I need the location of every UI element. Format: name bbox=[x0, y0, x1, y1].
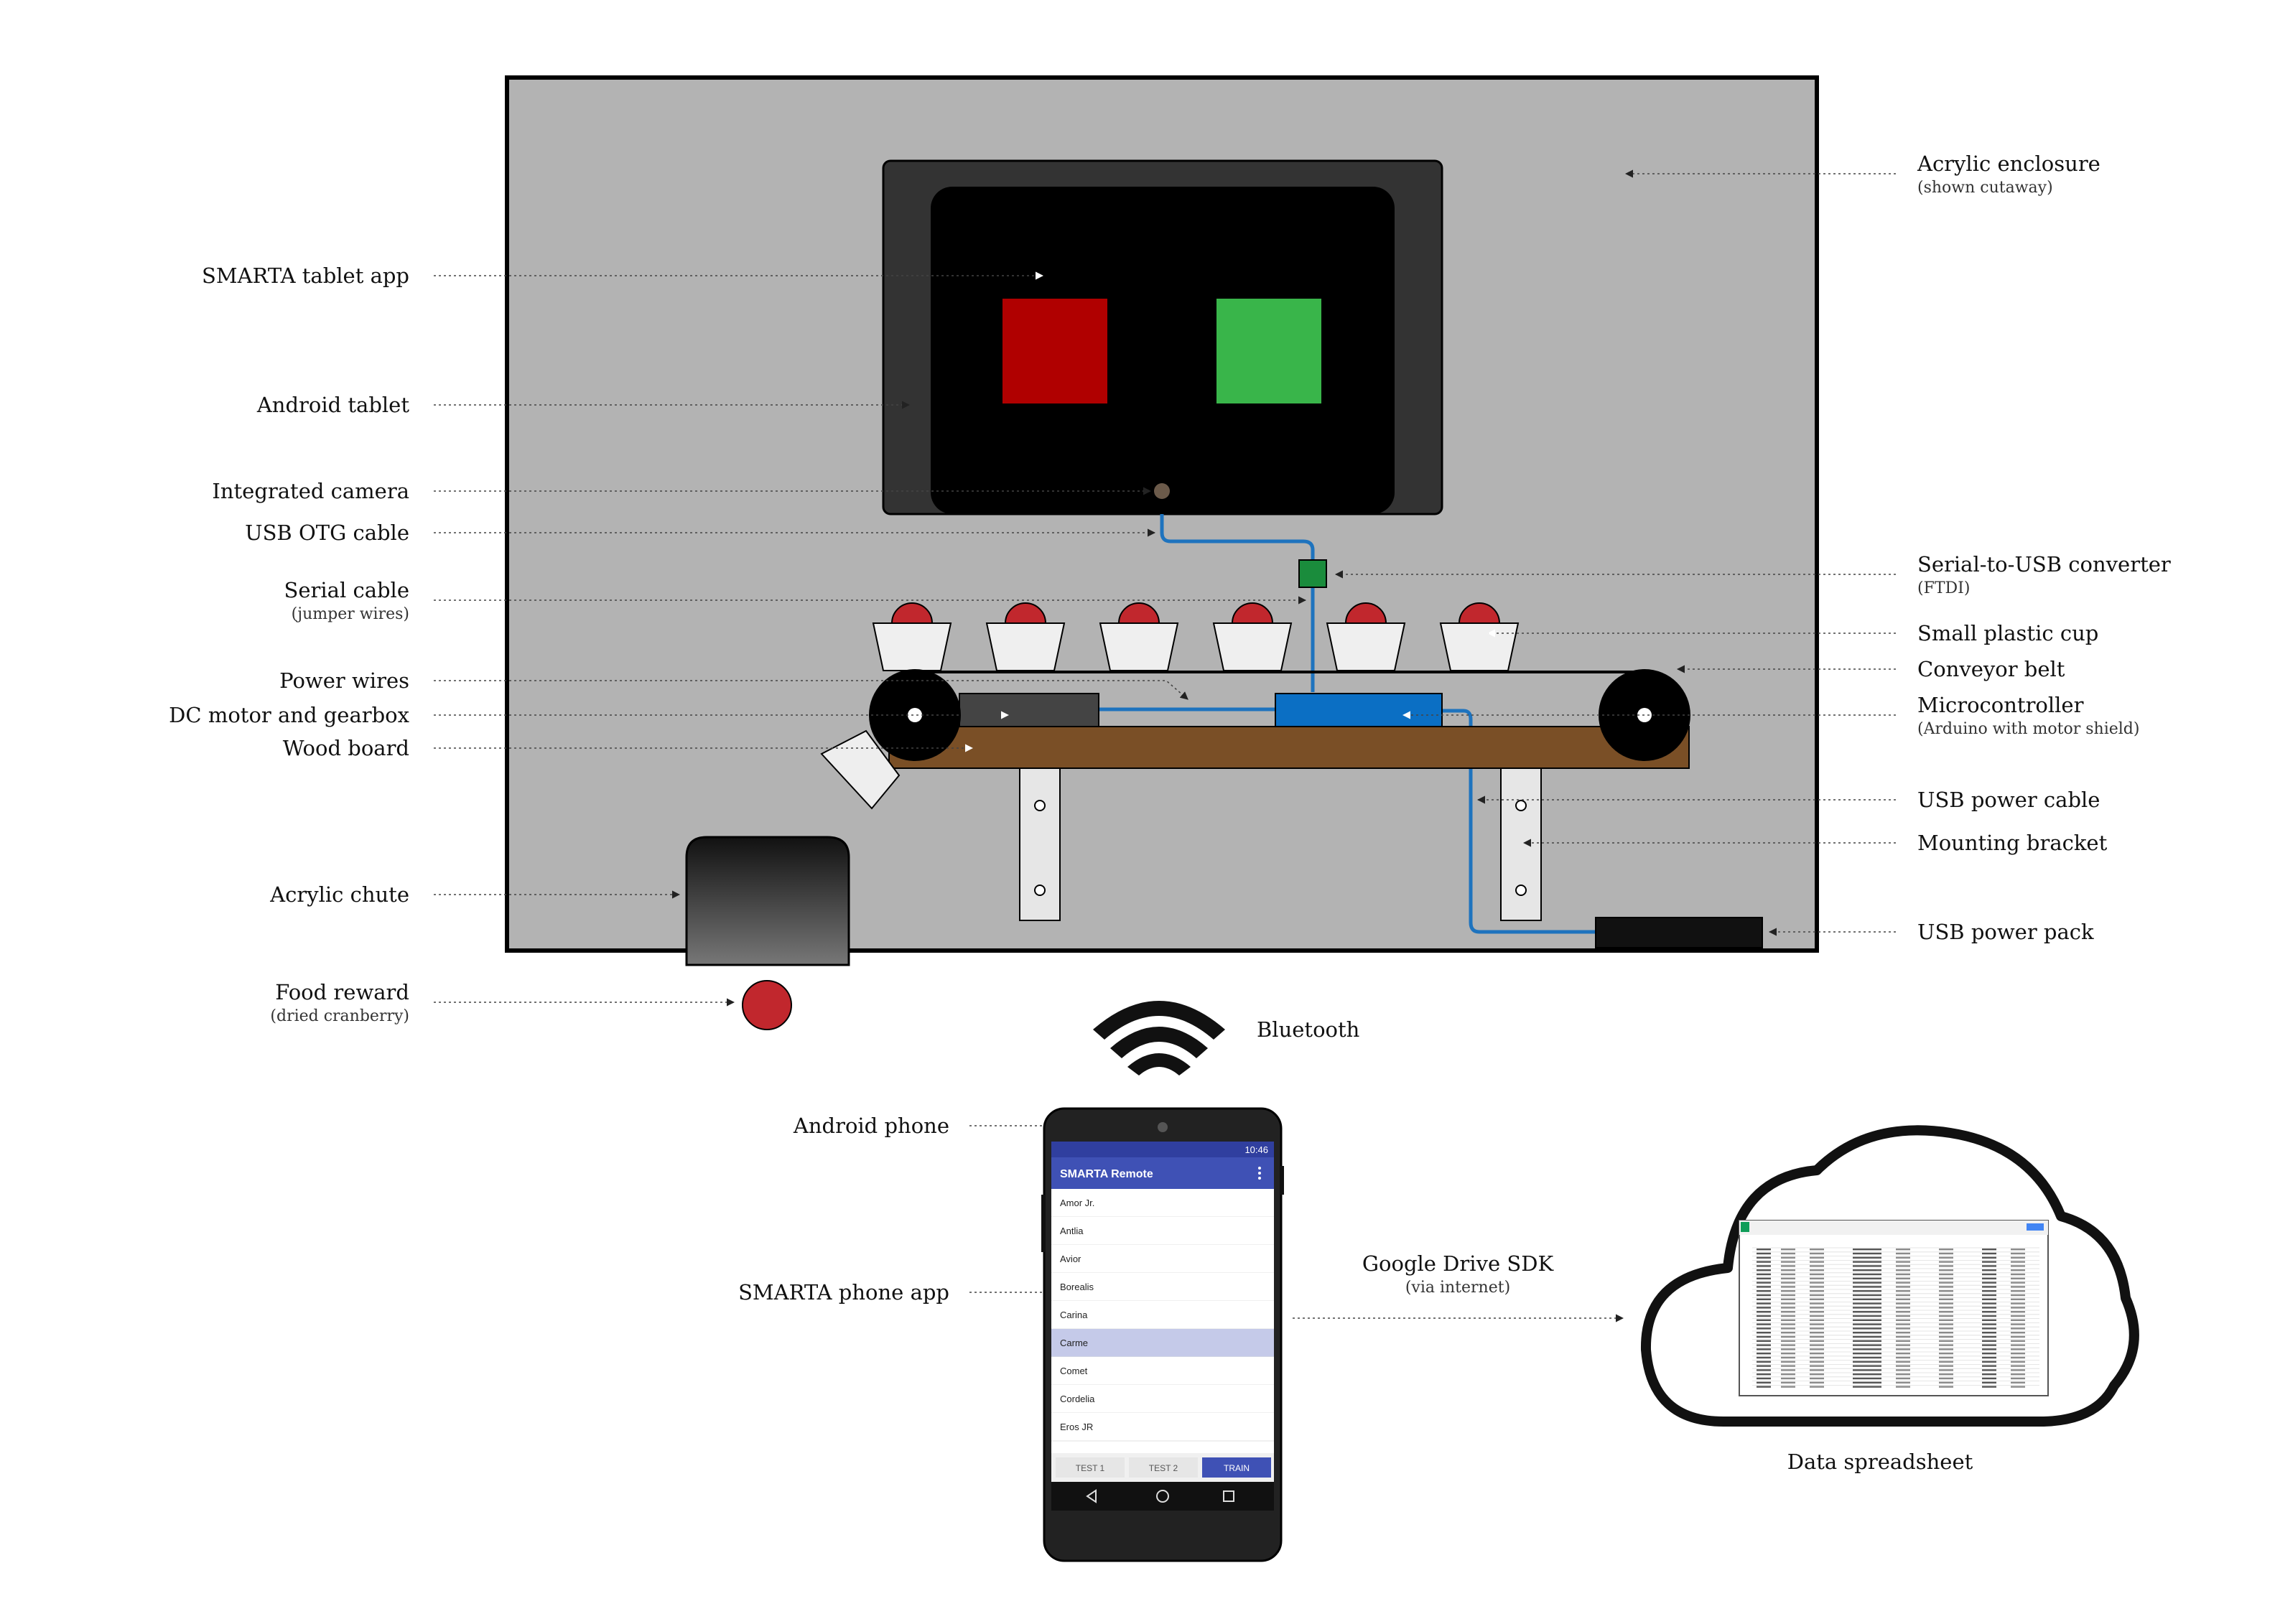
label-android-phone: Android phone bbox=[793, 1114, 949, 1138]
mode-button-label: TEST 1 bbox=[1076, 1463, 1105, 1473]
label-text-right: Acrylic enclosure (shown cutaway) Serial… bbox=[1257, 151, 2171, 1042]
list-item[interactable]: Comet bbox=[1051, 1357, 1274, 1386]
list-item-label: Comet bbox=[1060, 1366, 1088, 1376]
label-usb-power-pack: USB power pack bbox=[1917, 920, 2094, 944]
green-stimulus-square bbox=[1216, 299, 1321, 403]
list-item[interactable]: Carina bbox=[1051, 1301, 1274, 1330]
feeder-chute-flap bbox=[820, 729, 901, 810]
phone-subject-list: Amor Jr. Antlia Avior Borealis Carina Carme Co… bbox=[1051, 1189, 1274, 1442]
label-google-drive-sub: (via internet) bbox=[1405, 1279, 1510, 1297]
label-wood-board: Wood board bbox=[283, 736, 409, 760]
list-item-label: Eros JR bbox=[1060, 1422, 1093, 1432]
label-data-spreadsheet: Data spreadsheet bbox=[1787, 1450, 1973, 1474]
list-item-label: Borealis bbox=[1060, 1282, 1094, 1292]
label-conveyor-belt: Conveyor belt bbox=[1917, 657, 2065, 681]
phone-app-title: SMARTA Remote bbox=[1060, 1168, 1153, 1180]
list-item[interactable]: Cordelia bbox=[1051, 1385, 1274, 1414]
label-android-tablet: Android tablet bbox=[256, 393, 410, 417]
mode-button-test-1[interactable]: TEST 1 bbox=[1056, 1457, 1125, 1478]
android-phone: 10:46 SMARTA Remote Amor Jr. Antlia Avior B… bbox=[1041, 1107, 1284, 1562]
phone-front-camera bbox=[1158, 1122, 1168, 1132]
label-mounting-bracket: Mounting bracket bbox=[1917, 831, 2108, 855]
label-usb-power-cable: USB power cable bbox=[1917, 788, 2100, 812]
wood-board bbox=[888, 726, 1690, 769]
mode-button-train[interactable]: TRAIN bbox=[1202, 1457, 1271, 1478]
bluetooth-waves-icon bbox=[1093, 1001, 1225, 1075]
phone-nav-bar bbox=[1051, 1482, 1274, 1511]
list-item[interactable]: Borealis bbox=[1051, 1273, 1274, 1302]
label-phone-app: SMARTA phone app bbox=[738, 1280, 949, 1305]
list-item-label: Cordelia bbox=[1060, 1394, 1095, 1404]
small-plastic-cup bbox=[872, 602, 952, 671]
label-serial-usb-converter-sub: (FTDI) bbox=[1917, 579, 1970, 597]
android-tablet bbox=[882, 159, 1443, 515]
label-acrylic-enclosure: Acrylic enclosure bbox=[1917, 151, 2100, 176]
list-item[interactable]: Avior bbox=[1051, 1245, 1274, 1274]
acrylic-chute bbox=[685, 836, 850, 966]
label-power-wires: Power wires bbox=[279, 668, 409, 693]
label-text: SMARTA tablet app Android tablet Integra… bbox=[169, 263, 949, 1305]
label-tablet-app: SMARTA tablet app bbox=[202, 263, 409, 288]
red-stimulus-square bbox=[1002, 299, 1107, 403]
mode-button-test-2[interactable]: TEST 2 bbox=[1129, 1457, 1198, 1478]
small-plastic-cup bbox=[1212, 602, 1293, 671]
phone-mode-buttons: TEST 1 TEST 2 TRAIN bbox=[1056, 1457, 1271, 1478]
recents-icon[interactable] bbox=[1223, 1490, 1234, 1502]
list-item-label: Antlia bbox=[1060, 1226, 1084, 1236]
phone-status-bar bbox=[1051, 1142, 1274, 1157]
small-plastic-cups bbox=[872, 602, 1520, 671]
label-small-plastic-cup: Small plastic cup bbox=[1917, 621, 2098, 645]
label-serial-cable-sub: (jumper wires) bbox=[292, 605, 409, 623]
list-item-label: Avior bbox=[1060, 1254, 1081, 1264]
list-item[interactable]: Amor Jr. bbox=[1051, 1189, 1274, 1218]
mounting-bracket-right bbox=[1500, 767, 1542, 921]
label-bluetooth: Bluetooth bbox=[1257, 1017, 1359, 1042]
label-google-drive: Google Drive SDK bbox=[1362, 1251, 1555, 1276]
list-item[interactable]: Antlia bbox=[1051, 1217, 1274, 1246]
list-item[interactable]: Carme bbox=[1051, 1329, 1274, 1358]
label-microcontroller: Microcontroller bbox=[1917, 693, 2084, 717]
dc-motor-gearbox bbox=[959, 693, 1099, 727]
label-serial-usb-converter: Serial-to-USB converter bbox=[1917, 552, 2171, 577]
mode-button-label: TEST 2 bbox=[1149, 1463, 1178, 1473]
home-icon[interactable] bbox=[1156, 1490, 1169, 1503]
usb-otg-cable bbox=[1160, 514, 1315, 560]
label-dc-motor: DC motor and gearbox bbox=[169, 703, 409, 727]
small-plastic-cup bbox=[1439, 602, 1520, 671]
back-icon[interactable] bbox=[1086, 1489, 1097, 1503]
conveyor-roller-left bbox=[869, 669, 961, 761]
data-spreadsheet-thumbnail bbox=[1739, 1220, 2049, 1396]
microcontroller bbox=[1275, 693, 1443, 727]
list-item-label: Carina bbox=[1060, 1310, 1088, 1320]
label-acrylic-enclosure-sub: (shown cutaway) bbox=[1917, 179, 2053, 197]
label-acrylic-chute: Acrylic chute bbox=[269, 882, 409, 907]
small-plastic-cup bbox=[1099, 602, 1179, 671]
label-microcontroller-sub: (Arduino with motor shield) bbox=[1917, 720, 2139, 738]
label-serial-cable: Serial cable bbox=[284, 578, 409, 602]
overflow-menu-icon[interactable] bbox=[1258, 1167, 1261, 1180]
label-food-reward-sub: (dried cranberry) bbox=[270, 1007, 409, 1025]
mode-button-label: TRAIN bbox=[1224, 1463, 1250, 1473]
label-text-center: Google Drive SDK (via internet) Data spr… bbox=[1362, 1251, 1973, 1474]
mounting-bracket-left bbox=[1019, 767, 1061, 921]
phone-app-bar bbox=[1051, 1157, 1274, 1189]
label-integrated-camera: Integrated camera bbox=[212, 479, 409, 503]
list-item-label: Amor Jr. bbox=[1060, 1198, 1094, 1208]
serial-to-usb-converter bbox=[1298, 559, 1327, 588]
label-usb-otg-cable: USB OTG cable bbox=[245, 521, 409, 545]
label-food-reward: Food reward bbox=[275, 980, 409, 1004]
list-item[interactable]: Eros JR bbox=[1051, 1413, 1274, 1442]
small-plastic-cup bbox=[1326, 602, 1406, 671]
phone-status-time: 10:46 bbox=[1244, 1144, 1268, 1155]
integrated-camera bbox=[1154, 483, 1170, 499]
usb-power-pack bbox=[1595, 917, 1763, 948]
list-item-label: Carme bbox=[1060, 1338, 1088, 1348]
food-reward-cranberry bbox=[742, 980, 792, 1030]
